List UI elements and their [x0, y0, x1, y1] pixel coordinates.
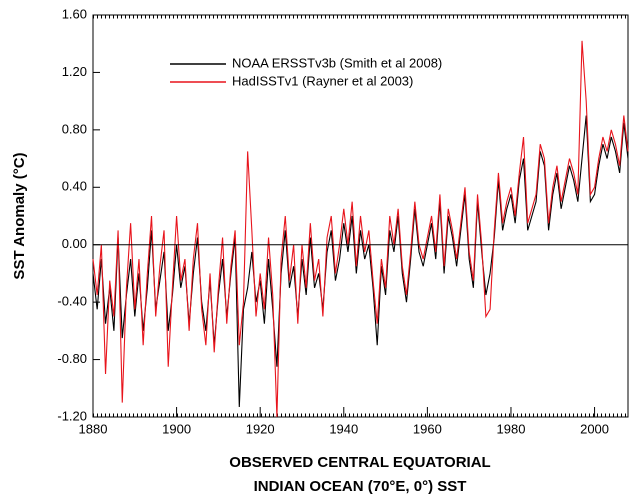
y-tick-label: 0.00 [62, 236, 87, 251]
y-tick-label: -0.80 [57, 351, 87, 366]
y-tick-label: -0.40 [57, 294, 87, 309]
y-tick-label: -1.20 [57, 408, 87, 423]
x-tick-label: 1940 [329, 421, 358, 436]
x-tick-label: 2000 [580, 421, 609, 436]
x-axis-title: OBSERVED CENTRAL EQUATORIAL [229, 454, 490, 471]
x-tick-label: 1880 [79, 421, 108, 436]
y-tick-label: 0.40 [62, 179, 87, 194]
y-tick-label: 1.20 [62, 64, 87, 79]
series-line [92, 40, 629, 418]
y-axis-title: SST Anomaly (°C) [11, 152, 28, 279]
y-tick-label: 0.80 [62, 121, 87, 136]
series-line [92, 115, 629, 407]
x-tick-label: 1960 [413, 421, 442, 436]
legend-label: HadISSTv1 (Rayner et al 2003) [232, 73, 413, 88]
x-tick-label: 1900 [162, 421, 191, 436]
x-tick-label: 1920 [246, 421, 275, 436]
x-tick-label: 1980 [497, 421, 526, 436]
x-axis-title: INDIAN OCEAN (70°E, 0°) SST [254, 478, 467, 495]
plot-frame [92, 14, 629, 418]
y-tick-label: 1.60 [62, 6, 87, 21]
legend-label: NOAA ERSSTv3b (Smith et al 2008) [232, 55, 442, 70]
